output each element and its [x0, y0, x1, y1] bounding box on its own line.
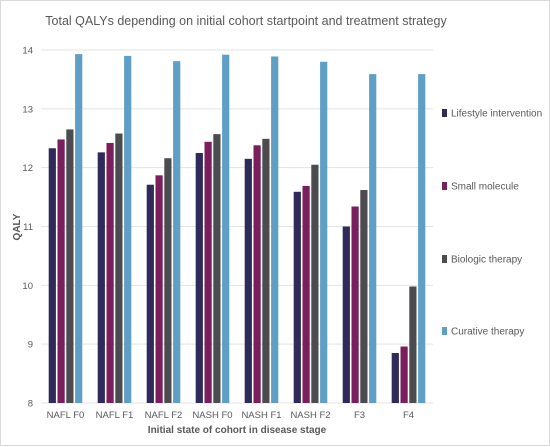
legend-label: Curative therapy	[451, 327, 524, 338]
bar-f3-small-molecule	[351, 206, 359, 403]
y-tick-label: 13	[22, 104, 33, 115]
bar-nafl-f2-lifestyle-intervention	[146, 184, 154, 403]
legend-label: Lifestyle intervention	[451, 109, 542, 120]
legend-swatch-biologic-therapy	[442, 255, 447, 263]
bar-f4-biologic-therapy	[409, 286, 417, 403]
x-tick-label: NAFL F2	[145, 410, 183, 421]
bar-nafl-f1-biologic-therapy	[115, 133, 123, 403]
x-tick-labels: NAFL F0 NAFL F1 NAFL F2 NASH F0 NASH F1 NASH …	[47, 410, 414, 421]
y-tick-label: 10	[22, 281, 33, 292]
bar-nash-f0-curative-therapy	[222, 54, 230, 403]
bar-nash-f2-biologic-therapy	[311, 164, 319, 403]
bar-nafl-f1-small-molecule	[106, 142, 114, 403]
bar-f4-small-molecule	[400, 346, 408, 403]
legend-swatch-curative-therapy	[442, 327, 447, 335]
y-tick-label: 11	[23, 222, 33, 233]
legend-swatch-lifestyle-intervention	[442, 109, 447, 117]
bar-nash-f1-biologic-therapy	[262, 138, 270, 404]
legend-swatch-small-molecule	[442, 182, 447, 190]
bar-f4-curative-therapy	[418, 74, 426, 403]
x-tick-label: NAFL F1	[96, 410, 134, 421]
bar-nash-f1-curative-therapy	[271, 56, 279, 403]
legend-label: Small molecule	[451, 182, 519, 193]
bar-nafl-f2-curative-therapy	[173, 61, 181, 403]
bar-nash-f0-biologic-therapy	[213, 134, 221, 404]
bar-nafl-f0-curative-therapy	[75, 54, 83, 403]
bar-nash-f2-lifestyle-intervention	[293, 191, 301, 403]
legend: Lifestyle intervention Small molecule Biol…	[442, 109, 542, 338]
bar-nash-f0-small-molecule	[204, 141, 212, 403]
y-tick-label: 12	[22, 163, 33, 174]
y-tick-label: 9	[28, 340, 33, 351]
bar-f3-lifestyle-intervention	[342, 226, 350, 403]
bar-nash-f1-lifestyle-intervention	[244, 158, 252, 403]
bar-nafl-f0-biologic-therapy	[66, 129, 74, 404]
y-tick-labels: 8 9 10 11 12 13 14	[22, 46, 33, 410]
x-tick-label: NAFL F0	[47, 410, 85, 421]
x-tick-label: NASH F2	[290, 410, 330, 421]
bar-nash-f0-lifestyle-intervention	[195, 152, 203, 403]
x-tick-label: F4	[403, 410, 414, 421]
bars	[48, 54, 426, 404]
bar-nash-f1-small-molecule	[253, 145, 261, 403]
gridlines	[41, 49, 433, 404]
bar-f3-curative-therapy	[369, 74, 377, 403]
bar-nash-f2-small-molecule	[302, 185, 310, 403]
bar-f3-biologic-therapy	[360, 190, 368, 403]
y-axis-title: QALY	[12, 213, 23, 240]
bar-nafl-f0-small-molecule	[57, 139, 65, 403]
bar-nafl-f1-curative-therapy	[124, 55, 132, 404]
bar-nafl-f2-small-molecule	[155, 175, 163, 403]
x-tick-label: F3	[354, 410, 365, 421]
legend-label: Biologic therapy	[451, 255, 522, 266]
bar-nafl-f2-biologic-therapy	[164, 158, 172, 403]
bar-f4-lifestyle-intervention	[391, 352, 399, 403]
y-tick-label: 14	[22, 46, 33, 57]
bar-nafl-f1-lifestyle-intervention	[97, 152, 105, 403]
chart-title: Total QALYs depending on initial cohort …	[45, 14, 447, 28]
x-tick-label: NASH F0	[192, 410, 232, 421]
bar-nafl-f0-lifestyle-intervention	[48, 148, 56, 403]
bar-nash-f2-curative-therapy	[320, 61, 328, 404]
x-axis-title: Initial state of cohort in disease stage	[148, 425, 327, 436]
x-tick-label: NASH F1	[241, 410, 281, 421]
y-tick-label: 8	[28, 399, 33, 410]
